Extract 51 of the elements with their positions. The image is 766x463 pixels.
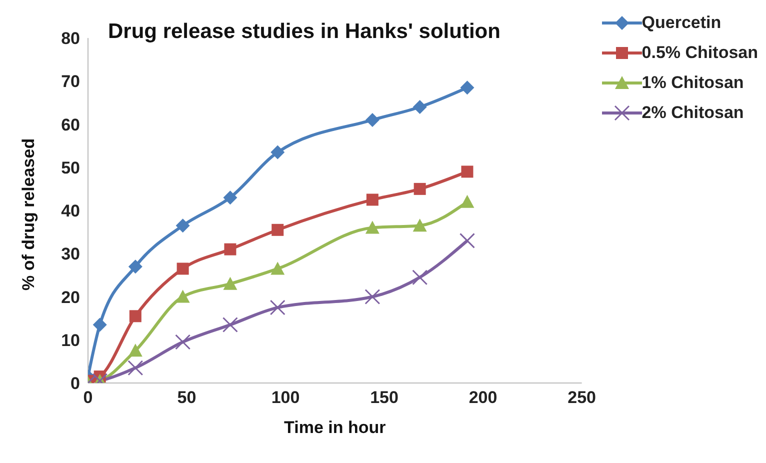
y-tick-label: 20 [61, 288, 80, 307]
point [175, 334, 191, 350]
y-tick-label: 80 [61, 29, 80, 48]
point [128, 344, 142, 357]
point [176, 262, 189, 275]
point [128, 360, 144, 376]
y-axis-title: % of drug released [19, 138, 38, 290]
y-tick-label: 10 [61, 330, 80, 350]
point [412, 100, 427, 114]
legend-label: 1% Chitosan [642, 73, 744, 93]
x-tick-label: 150 [370, 388, 398, 408]
chart-title: Drug release studies in Hanks' solution [108, 20, 500, 44]
x-tick-label: 200 [468, 388, 498, 408]
point [272, 224, 284, 236]
y-tick-label: 70 [61, 72, 80, 92]
point [223, 190, 238, 205]
point [366, 194, 378, 206]
point [224, 243, 236, 256]
point [176, 290, 190, 303]
y-tick-label: 60 [61, 115, 80, 134]
y-tick-label: 40 [61, 202, 80, 221]
point [364, 289, 380, 304]
x-tick-label: 250 [568, 388, 596, 408]
y-tick-label: 50 [61, 158, 80, 178]
legend-label: Quercetin [642, 13, 722, 33]
point [459, 232, 475, 248]
point [223, 276, 238, 290]
x-tick-label: 0 [83, 388, 93, 408]
legend-label: 0.5% Chitosan [642, 43, 758, 63]
point [461, 166, 474, 178]
point [412, 270, 428, 286]
point [460, 80, 474, 95]
legend-label: 2% Chitosan [642, 103, 744, 123]
point [270, 300, 286, 316]
x-tick-label: 100 [271, 388, 300, 408]
point [270, 145, 285, 160]
point [270, 262, 285, 275]
point [365, 220, 380, 234]
point [460, 194, 474, 208]
x-tick-label: 50 [177, 388, 196, 408]
point [412, 218, 427, 232]
y-tick-label: 0 [70, 374, 80, 394]
point [222, 317, 238, 333]
point [92, 318, 107, 332]
point [129, 310, 142, 322]
point [414, 182, 426, 195]
point [365, 112, 380, 127]
point [176, 218, 190, 233]
x-axis-title: Time in hour [284, 418, 386, 437]
y-tick-label: 30 [61, 244, 80, 264]
point [128, 260, 142, 274]
